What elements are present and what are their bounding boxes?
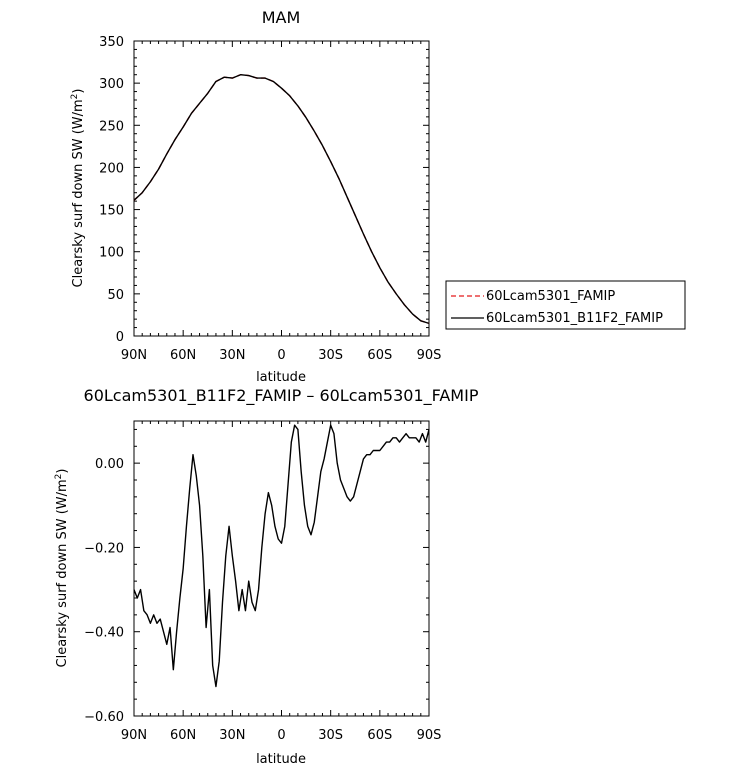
bottom-y-tick-label: −0.40 <box>84 626 124 641</box>
top-panel: MAM 90N 60N 30N 0 30S 60S 90S 0 50 100 150 200 250 30… <box>70 8 686 385</box>
top-panel-title: MAM <box>262 8 301 27</box>
top-y-tick-label: 300 <box>99 77 124 92</box>
top-y-tick-label: 350 <box>99 35 124 50</box>
bottom-y-axis-label: Clearsky surf down SW (W/m2) <box>54 469 70 668</box>
bottom-x-tick-label: 60N <box>170 728 196 743</box>
legend: 60Lcam5301_FAMIP 60Lcam5301_B11F2_FAMIP <box>445 280 686 330</box>
top-x-tick-label: 90N <box>121 348 147 363</box>
bottom-plot-frame <box>133 420 430 717</box>
top-y-tick-label: 150 <box>99 204 124 219</box>
top-y-axis-label: Clearsky surf down SW (W/m2) <box>70 89 86 288</box>
bottom-series-group <box>133 424 430 688</box>
bottom-x-tick-label: 90S <box>417 728 442 743</box>
bottom-ticks: 90N 60N 30N 0 30S 60S 90S 0.00 −0.20 −0.40 −0.60 <box>84 421 441 743</box>
top-x-tick-label: 30N <box>219 348 245 363</box>
legend-label-famip: 60Lcam5301_FAMIP <box>486 289 615 304</box>
top-x-tick-label: 30S <box>318 348 343 363</box>
legend-box <box>445 280 686 330</box>
bottom-y-tick-label: −0.20 <box>84 541 124 556</box>
top-y-tick-label: 50 <box>107 288 124 303</box>
top-series-group <box>133 74 430 325</box>
top-y-tick-label: 200 <box>99 161 124 176</box>
top-series-line-0 <box>133 74 430 325</box>
top-series-line-1 <box>133 74 430 325</box>
top-x-tick-label: 0 <box>277 348 285 363</box>
bottom-x-tick-label: 90N <box>121 728 147 743</box>
top-y-axis-label-sup: 2 <box>70 94 80 100</box>
top-y-tick-label: 0 <box>116 330 124 345</box>
top-x-axis-label: latitude <box>256 370 306 385</box>
bottom-x-tick-label: 0 <box>277 728 285 743</box>
bottom-x-tick-label: 30S <box>318 728 343 743</box>
top-x-tick-label: 60N <box>170 348 196 363</box>
top-y-tick-label: 250 <box>99 119 124 134</box>
bottom-y-tick-label: −0.60 <box>84 710 124 725</box>
top-y-tick-label: 100 <box>99 246 124 261</box>
top-y-axis-label-end: ) <box>71 89 86 94</box>
bottom-x-axis-label: latitude <box>256 752 306 767</box>
bottom-y-axis-label-sup: 2 <box>54 474 64 480</box>
top-y-axis-label-main: Clearsky surf down SW (W/m <box>71 99 86 287</box>
bottom-y-axis-label-main: Clearsky surf down SW (W/m <box>55 479 70 667</box>
top-ticks: 90N 60N 30N 0 30S 60S 90S 0 50 100 150 200 250 300 350 <box>99 35 441 363</box>
bottom-panel-title: 60Lcam5301_B11F2_FAMIP – 60Lcam5301_FAMI… <box>84 386 479 406</box>
legend-label-b11f2: 60Lcam5301_B11F2_FAMIP <box>486 311 663 326</box>
top-x-tick-label: 90S <box>417 348 442 363</box>
bottom-y-tick-label: 0.00 <box>95 457 124 472</box>
top-x-tick-label: 60S <box>367 348 392 363</box>
bottom-x-tick-label: 60S <box>367 728 392 743</box>
top-plot-frame <box>133 40 430 337</box>
bottom-panel: 60Lcam5301_B11F2_FAMIP – 60Lcam5301_FAMI… <box>54 386 479 767</box>
bottom-series-line-0 <box>133 424 430 688</box>
bottom-y-axis-label-end: ) <box>55 469 70 474</box>
bottom-x-tick-label: 30N <box>219 728 245 743</box>
